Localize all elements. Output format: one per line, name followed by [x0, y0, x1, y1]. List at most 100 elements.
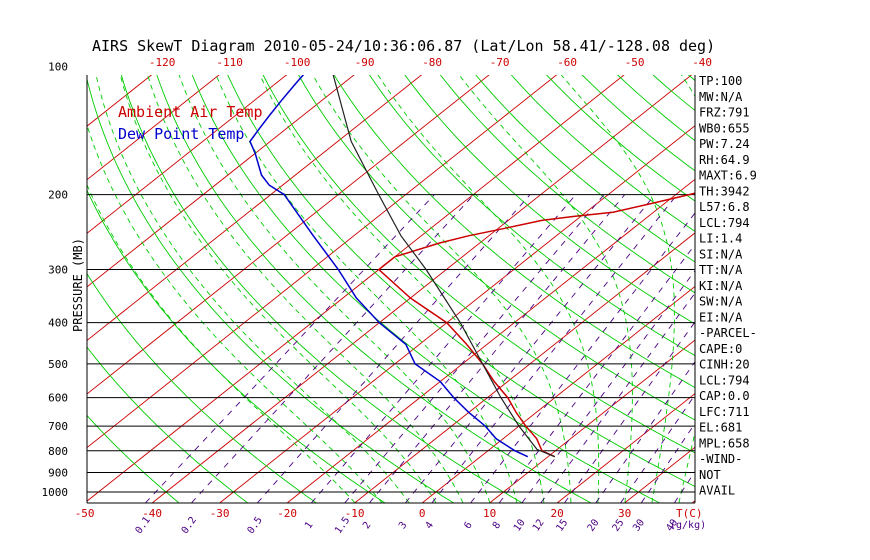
mixing-ratio-line [311, 194, 577, 503]
index-item: CAP:0.0 [699, 389, 750, 403]
index-item: TT:N/A [699, 263, 743, 277]
mixing-ratio-line [257, 194, 531, 503]
isotherm-line [87, 75, 355, 288]
top-temp-tick-label: -70 [490, 56, 510, 69]
mixing-ratio-line [470, 212, 695, 503]
pressure-tick-label: 800 [48, 445, 68, 458]
pressure-tick-label: 300 [48, 264, 68, 277]
index-item: MPL:658 [699, 436, 750, 450]
isotherm-line [87, 75, 625, 502]
dry-adiabat-line [262, 75, 695, 454]
mixing-ratio-line [145, 194, 435, 503]
isotherm-line [87, 75, 490, 395]
chart-title: AIRS SkewT Diagram 2010-05-24/10:36:06.8… [92, 37, 715, 55]
isotherm-line [0, 57, 39, 503]
mixing-ratio-tick-label: 30 [631, 517, 647, 533]
mixing-ratio-line [405, 194, 656, 503]
bottom-temp-tick-label: -30 [210, 507, 230, 520]
mixing-ratio-tick-label: 3 [397, 520, 409, 531]
isotherm-line [422, 285, 695, 503]
top-temp-tick-label: -110 [216, 56, 243, 69]
pressure-tick-label: 600 [48, 392, 68, 405]
temp-unit-label: T(C) [676, 507, 703, 520]
dry-adiabat-line [819, 67, 870, 503]
index-item: LCL:794 [699, 216, 750, 230]
dry-adiabat-line [652, 75, 695, 112]
mixing-ratio-line [431, 194, 678, 503]
mixing-ratio-tick-label: 6 [462, 520, 474, 531]
dry-adiabat-line [475, 75, 695, 263]
air-temp-line [377, 192, 695, 458]
index-item: NOT [699, 468, 721, 482]
index-item: LFC:711 [699, 405, 750, 419]
bottom-temp-tick-label: 20 [551, 507, 564, 520]
index-item: L57:6.8 [699, 200, 750, 214]
isotherm-line [219, 125, 695, 503]
pressure-tick-label: 1000 [42, 486, 69, 499]
index-item: -WIND- [699, 452, 742, 466]
mixing-ratio-tick-label: 12 [531, 517, 547, 533]
bottom-temp-tick-label: -20 [277, 507, 297, 520]
pressure-tick-label: 900 [48, 467, 68, 480]
moist-adiabat-line [87, 183, 356, 503]
pressure-tick-label: 100 [48, 61, 68, 74]
index-item: EI:N/A [699, 310, 743, 324]
isotherm-line [287, 178, 695, 503]
index-item: WB0:655 [699, 121, 750, 135]
mixing-ratio-tick-label: 1 [303, 520, 315, 531]
bottom-temp-tick-label: -40 [142, 507, 162, 520]
mixing-ratio-line [595, 361, 695, 503]
index-item: CAPE:0 [699, 342, 742, 356]
mixing-ratio-line [540, 292, 695, 503]
index-item: MW:N/A [699, 90, 743, 104]
pressure-tick-label: 400 [48, 317, 68, 330]
top-temp-tick-label: -100 [284, 56, 311, 69]
top-temp-tick-label: -80 [422, 56, 442, 69]
mixing-ratio-line [191, 194, 475, 503]
bottom-temp-tick-label: 10 [483, 507, 496, 520]
dry-adiabat-line [404, 75, 695, 325]
top-temp-tick-label: -60 [557, 56, 577, 69]
pressure-tick-label: 700 [48, 420, 68, 433]
mixing-ratio-tick-label: 4 [424, 520, 436, 531]
dry-adiabat-line [439, 75, 695, 294]
index-item: PW:7.24 [699, 137, 750, 151]
dew-point-line [249, 75, 529, 458]
mixing-ratio-unit-label: (g/kg) [670, 520, 706, 531]
mixing-ratio-line [564, 321, 695, 503]
mixing-ratio-tick-label: 10 [512, 518, 528, 534]
index-item: CINH:20 [699, 358, 750, 372]
index-item: -PARCEL- [699, 326, 757, 340]
dry-adiabat-line [298, 75, 695, 421]
isotherm-line [87, 75, 423, 341]
top-temp-tick-label: -90 [355, 56, 375, 69]
bottom-temp-tick-label: 30 [618, 507, 631, 520]
dry-adiabat-line [854, 67, 870, 503]
index-item: TH:3942 [699, 184, 750, 198]
dry-adiabat-line [333, 75, 695, 389]
index-item: LI:1.4 [699, 232, 742, 246]
index-item: MAXT:6.9 [699, 169, 757, 183]
isotherm-line [557, 393, 695, 503]
bottom-temp-tick-label: -10 [345, 507, 365, 520]
isotherm-line [87, 75, 288, 234]
dry-adiabat-line [749, 67, 870, 503]
index-item: TP:100 [699, 74, 742, 88]
index-item: LCL:794 [699, 373, 750, 387]
y-axis-label: PRESSURE (MB) [71, 238, 85, 332]
isotherm-line [87, 75, 558, 449]
isotherm-line [760, 57, 870, 503]
legend-item-dew-temp: Dew Point Temp [118, 125, 244, 143]
index-item: EL:681 [699, 421, 742, 435]
top-temp-tick-label: -50 [625, 56, 645, 69]
mixing-ratio-tick-label: 20 [586, 518, 602, 534]
dry-adiabat-line [784, 67, 870, 503]
mixing-ratio-line [498, 243, 695, 503]
mixing-ratio-tick-label: 2 [361, 520, 373, 531]
index-item: AVAIL [699, 484, 735, 498]
mixing-ratio-line [640, 422, 695, 503]
isotherm-line [354, 232, 695, 503]
isotherm-line [87, 75, 220, 181]
dry-adiabat-line [227, 75, 695, 487]
